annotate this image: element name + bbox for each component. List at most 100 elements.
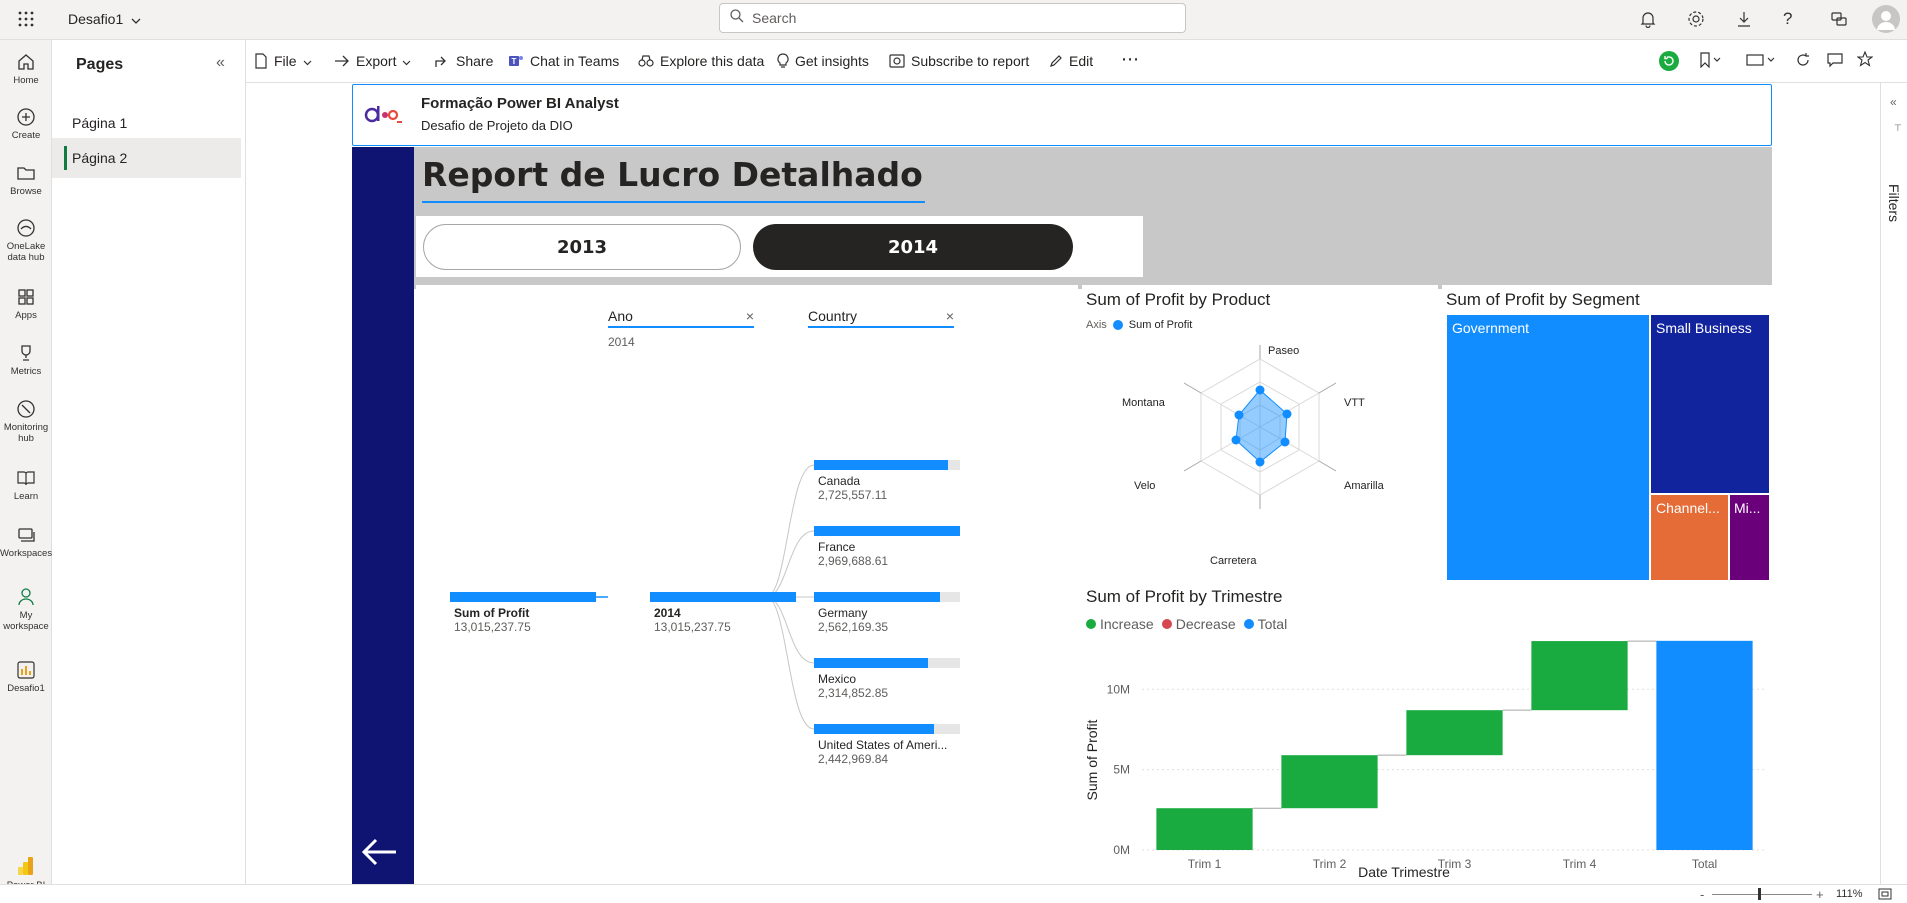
country-node-bar[interactable] [814,658,960,668]
comment-icon[interactable] [1827,52,1843,73]
waterfall-bar-trim-3[interactable] [1406,710,1503,756]
favorite-star-icon[interactable] [1856,50,1874,72]
expand-filters-icon[interactable]: « [1890,95,1897,109]
explore-label: Explore this data [660,53,765,69]
level-header-label: Ano [608,308,633,324]
fit-to-page-icon[interactable] [1878,888,1892,903]
help-icon[interactable]: ? [1783,9,1793,28]
legend-dot [1112,320,1123,330]
country-node-bar[interactable] [814,724,960,734]
waterfall-bar-trim-2[interactable] [1281,755,1378,809]
y-tick-label: 0M [1113,843,1130,857]
feedback-icon[interactable] [1830,10,1848,33]
share-button[interactable]: Share [434,53,493,69]
file-menu-button[interactable]: File [254,53,312,69]
legend-dot-total [1243,619,1254,629]
filters-pane[interactable]: « ⊤ Filters [1880,83,1907,884]
get-insights-button[interactable]: Get insights [777,53,869,69]
level-header-ano[interactable]: Ano × [608,308,754,328]
zoom-out-button[interactable]: - [1700,887,1705,902]
decomp-connectors [566,464,815,730]
radar-svg [1183,345,1337,509]
radar-legend-series: Sum of Profit [1128,319,1193,331]
page-tab-2[interactable]: Página 2 [52,138,241,178]
rail-item-metrics[interactable]: Metrics [0,343,52,377]
rail-item-browse[interactable]: Browse [0,163,52,197]
root-node-label: Sum of Profit 13,015,237.75 [454,606,531,634]
year-node-bar[interactable] [650,592,796,602]
rail-label: OneLake data hub [6,241,46,263]
waterfall-bar-trim-4[interactable] [1531,641,1628,711]
zoom-in-button[interactable]: + [1816,887,1824,902]
rail-item-monitoring[interactable]: Monitoring hub [0,399,52,444]
remove-level-icon[interactable]: × [745,308,754,324]
search-input[interactable]: Search [752,10,797,26]
waterfall-bar-total[interactable] [1656,640,1753,850]
treemap-tile-midmarket[interactable]: Mi... [1730,495,1769,580]
svg-text:T: T [512,57,517,66]
search-box[interactable]: Search [719,3,1186,33]
reload-icon[interactable] [1795,52,1811,73]
explore-data-button[interactable]: Explore this data [638,53,764,69]
rail-label: Home [13,75,39,86]
trophy-icon [21,345,31,361]
root-node-bar[interactable] [450,592,596,602]
zoom-slider-thumb[interactable] [1758,888,1761,900]
treemap-tile-channel[interactable]: Channel... [1651,495,1728,580]
notifications-icon[interactable] [1639,10,1657,33]
app-launcher-icon[interactable] [18,11,34,32]
year-button-2014[interactable]: 2014 [753,224,1073,270]
back-arrow-icon[interactable] [360,837,400,872]
rail-item-onelake[interactable]: OneLake data hub [0,218,52,263]
x-tick-label: Trim 3 [1438,857,1472,871]
search-icon [730,8,744,28]
refresh-status-icon[interactable] [1659,51,1679,71]
avatar[interactable] [1872,5,1900,33]
settings-gear-icon[interactable] [1687,10,1705,33]
x-tick-label: Trim 1 [1188,857,1222,871]
page-tab-1[interactable]: Página 1 [52,103,241,143]
rail-label: Desafio1 [7,683,45,694]
view-icon[interactable] [1746,52,1778,73]
rail-item-home[interactable]: Home [0,52,52,86]
rail-item-create[interactable]: Create [0,107,52,141]
chat-in-teams-button[interactable]: T Chat in Teams [508,53,619,69]
rail-item-apps[interactable]: Apps [0,287,52,321]
country-name: Germany [818,606,868,620]
country-node-label: Mexico 2,314,852.85 [818,672,888,700]
subscribe-button[interactable]: Subscribe to report [889,53,1029,69]
waterfall-bar-trim-1[interactable] [1156,808,1253,850]
radar-axis-label: Velo [1134,480,1156,492]
waterfall-svg: 0M 5M 10M Trim 1 Trim 2 Trim 3 Trim 4 Total [1107,640,1767,871]
bookmark-icon[interactable] [1699,52,1723,73]
collapse-pages-icon[interactable]: « [216,54,225,71]
zoom-level: 111% [1836,888,1863,900]
export-button[interactable]: Export [334,53,411,69]
rail-item-workspaces[interactable]: Workspaces [0,525,52,559]
report-name-dropdown[interactable]: Desafio1 [68,11,141,27]
header-subtitle: Desafio de Projeto da DIO [421,118,573,133]
remove-level-icon[interactable]: × [945,308,954,324]
country-node-bar[interactable] [814,526,960,536]
year-button-2013[interactable]: 2013 [423,224,741,270]
rail-item-learn[interactable]: Learn [0,468,52,502]
zoom-slider-track[interactable] [1712,894,1812,895]
edit-button[interactable]: Edit [1049,53,1093,69]
year-label: 2014 [654,606,681,620]
country-value: 2,725,557.11 [818,488,888,502]
download-icon[interactable] [1735,10,1753,33]
treemap-tile-government[interactable]: Government [1447,315,1649,580]
country-node-bar[interactable] [814,460,960,470]
level-header-country[interactable]: Country × [808,308,954,328]
legend-label: Decrease [1175,616,1236,632]
x-tick-label: Total [1692,857,1717,871]
book-icon [17,471,35,486]
treemap-tile-small-business[interactable]: Small Business [1651,315,1769,493]
radar-axis-label: VTT [1344,397,1365,409]
country-node-bar[interactable] [814,592,960,602]
rail-item-my-workspace[interactable]: My workspace [0,587,52,632]
rail-item-desafio1[interactable]: Desafio1 [0,660,52,694]
selected-indicator [64,146,67,170]
more-options-button[interactable]: ⋯ [1121,49,1139,69]
radar-title: Sum of Profit by Product [1086,290,1271,309]
